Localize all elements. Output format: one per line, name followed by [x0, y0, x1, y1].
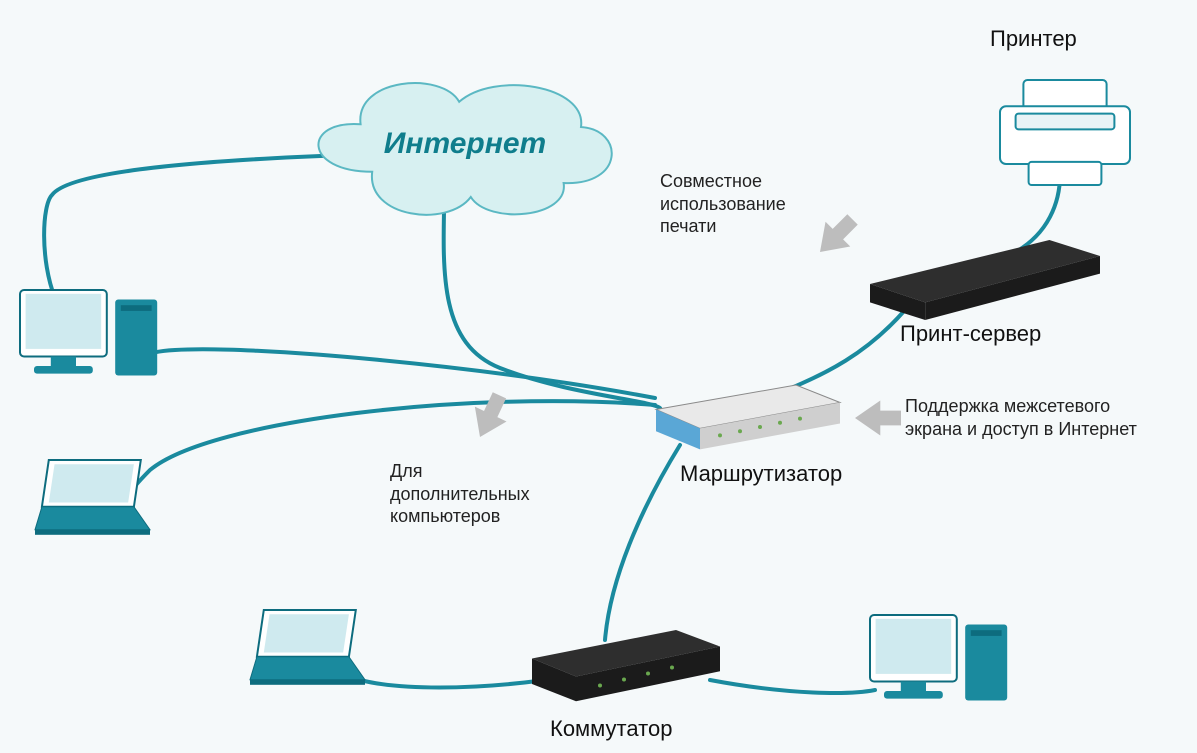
- arrows-layer: [0, 0, 1197, 753]
- annotation-shared-printing: Совместное использование печати: [660, 170, 786, 238]
- annotation-extra-pcs: Для дополнительных компьютеров: [390, 460, 530, 528]
- annotation-firewall-access: Поддержка межсетевого экрана и доступ в …: [905, 395, 1137, 440]
- diagram-stage: Интернет Принтер Принт-сервер Маршрутиза…: [0, 0, 1197, 753]
